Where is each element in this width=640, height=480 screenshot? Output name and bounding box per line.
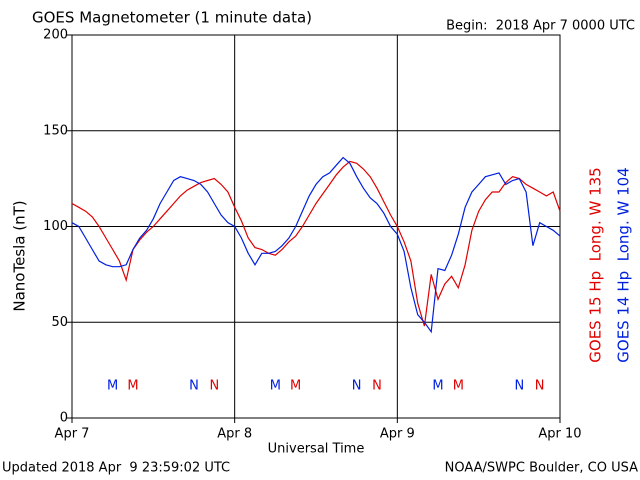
annotation: N	[189, 379, 199, 394]
footer-left: Updated 2018 Apr 9 23:59:02 UTC	[2, 461, 230, 476]
x-tick-label: Apr 8	[217, 427, 252, 442]
y-tick-label: 150	[43, 123, 68, 138]
y-tick-label: 0	[60, 411, 68, 426]
series-line	[71, 156, 561, 334]
x-tick-label: Apr 10	[538, 427, 581, 442]
footer-right: NOAA/SWPC Boulder, CO USA	[445, 461, 638, 476]
legend-entry: GOES 15 Hp Long. W 135	[587, 167, 605, 362]
chart-subtitle: Begin: 2018 Apr 7 0000 UTC	[446, 19, 635, 34]
annotation: N	[209, 379, 219, 394]
series-line	[71, 160, 561, 327]
annotation: N	[514, 379, 524, 394]
y-axis-label: NanoTesla (nT)	[11, 200, 29, 311]
y-tick-label: 50	[51, 315, 68, 330]
annotation: M	[270, 379, 281, 394]
annotation: M	[290, 379, 301, 394]
legend-entry: GOES 14 Hp Long. W 104	[615, 167, 633, 362]
annotation: M	[432, 379, 443, 394]
annotation: N	[372, 379, 382, 394]
annotation: N	[535, 379, 545, 394]
chart-title: GOES Magnetometer (1 minute data)	[32, 9, 312, 27]
x-axis-label: Universal Time	[268, 442, 365, 457]
annotation: M	[127, 379, 138, 394]
y-tick-label: 100	[43, 219, 68, 234]
y-tick-label: 200	[43, 28, 68, 43]
annotation: N	[352, 379, 362, 394]
x-tick-label: Apr 9	[380, 427, 415, 442]
annotation: M	[107, 379, 118, 394]
x-tick-label: Apr 7	[55, 427, 90, 442]
annotation: M	[453, 379, 464, 394]
